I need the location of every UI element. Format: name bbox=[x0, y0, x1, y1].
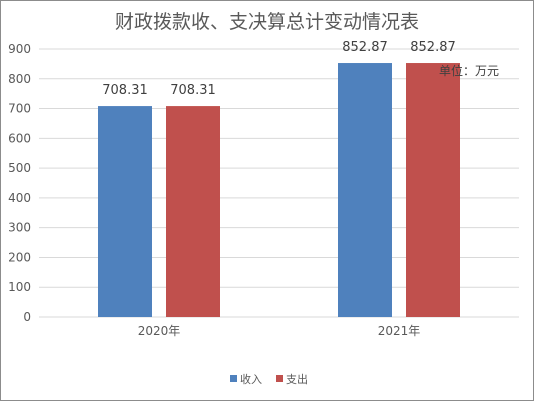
y-tick-label: 400 bbox=[8, 191, 31, 205]
y-tick-label: 700 bbox=[8, 102, 31, 116]
data-labels: 708.31 708.31 852.87 852.87 bbox=[102, 40, 456, 98]
legend-label: 支出 bbox=[286, 372, 308, 386]
legend: 收入 支出 bbox=[230, 372, 308, 386]
y-tick-label: 100 bbox=[8, 280, 31, 294]
legend-swatch-支出 bbox=[276, 375, 283, 382]
legend-label: 收入 bbox=[240, 372, 262, 386]
data-label: 708.31 bbox=[102, 83, 148, 98]
y-tick-label: 300 bbox=[8, 221, 31, 235]
y-tick-label: 900 bbox=[8, 42, 31, 56]
data-label: 852.87 bbox=[410, 40, 456, 55]
y-tick-label: 200 bbox=[8, 250, 31, 264]
bars bbox=[98, 63, 460, 317]
y-tick-label: 0 bbox=[23, 310, 31, 324]
data-label: 708.31 bbox=[170, 83, 216, 98]
x-tick-label: 2021年 bbox=[378, 324, 421, 338]
legend-swatch-收入 bbox=[230, 375, 237, 382]
x-axis-ticks: 2020年 2021年 bbox=[138, 324, 421, 338]
bar-支出-2020年 bbox=[166, 106, 220, 317]
y-tick-label: 600 bbox=[8, 131, 31, 145]
x-tick-label: 2020年 bbox=[138, 324, 181, 338]
bar-支出-2021年 bbox=[406, 63, 460, 317]
unit-note: 单位：万元 bbox=[439, 63, 499, 78]
bar-收入-2021年 bbox=[338, 63, 392, 317]
data-label: 852.87 bbox=[342, 40, 388, 55]
chart-title: 财政拨款收、支决算总计变动情况表 bbox=[115, 11, 419, 33]
y-tick-label: 800 bbox=[8, 72, 31, 86]
bar-收入-2020年 bbox=[98, 106, 152, 317]
y-axis-ticks: 0 100 200 300 400 500 600 700 800 900 bbox=[8, 42, 31, 324]
y-tick-label: 500 bbox=[8, 161, 31, 175]
